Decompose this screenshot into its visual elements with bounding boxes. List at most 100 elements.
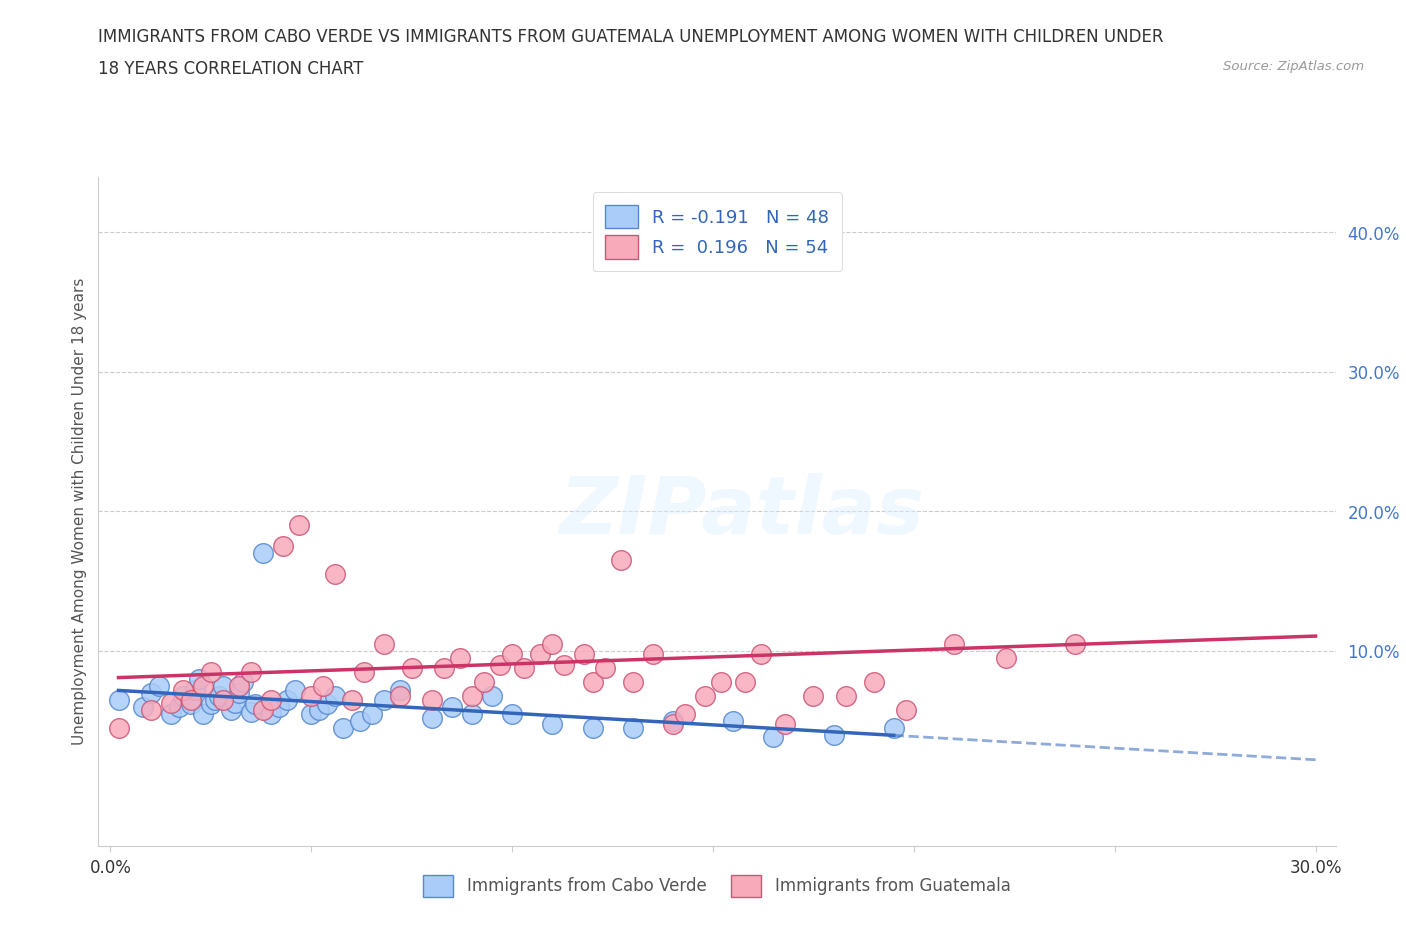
Point [107, 720, 129, 735]
Point [243, 697, 266, 711]
Point [541, 637, 564, 652]
Point [433, 660, 456, 675]
Point [139, 685, 162, 700]
Point [240, 665, 263, 680]
Point [219, 702, 242, 717]
Point [862, 674, 884, 689]
Point [172, 683, 194, 698]
Point [662, 716, 685, 731]
Point [191, 707, 214, 722]
Point [803, 688, 825, 703]
Point [212, 679, 235, 694]
Point [461, 707, 484, 722]
Point [401, 660, 423, 675]
Point [710, 674, 733, 689]
Point [581, 674, 603, 689]
Point [187, 671, 209, 686]
Point [172, 688, 194, 703]
Point [228, 685, 250, 700]
Legend: Immigrants from Cabo Verde, Immigrants from Guatemala: Immigrants from Cabo Verde, Immigrants f… [415, 867, 1019, 905]
Point [721, 713, 744, 728]
Point [252, 702, 274, 717]
Point [299, 688, 322, 703]
Point [349, 713, 371, 728]
Point [325, 567, 347, 582]
Point [107, 692, 129, 708]
Point [489, 658, 512, 672]
Point [148, 679, 170, 694]
Text: 18 YEARS CORRELATION CHART: 18 YEARS CORRELATION CHART [98, 60, 364, 78]
Point [191, 679, 214, 694]
Point [312, 679, 335, 694]
Point [167, 699, 190, 714]
Point [883, 720, 905, 735]
Point [501, 646, 523, 661]
Point [260, 707, 283, 722]
Point [734, 674, 756, 689]
Point [325, 688, 347, 703]
Point [184, 683, 207, 698]
Point [762, 730, 785, 745]
Point [224, 696, 246, 711]
Point [276, 692, 298, 708]
Point [208, 688, 231, 703]
Point [232, 674, 254, 689]
Point [284, 683, 307, 698]
Point [340, 692, 363, 708]
Point [529, 646, 551, 661]
Point [693, 688, 716, 703]
Point [288, 518, 311, 533]
Point [574, 646, 596, 661]
Point [388, 683, 411, 698]
Point [481, 688, 503, 703]
Point [943, 637, 966, 652]
Point [212, 692, 235, 708]
Point [299, 707, 322, 722]
Point [200, 665, 222, 680]
Point [621, 674, 644, 689]
Point [553, 658, 575, 672]
Point [420, 692, 443, 708]
Point [662, 713, 685, 728]
Point [641, 646, 664, 661]
Point [308, 702, 330, 717]
Point [159, 696, 181, 711]
Point [501, 707, 523, 722]
Point [440, 699, 463, 714]
Text: IMMIGRANTS FROM CABO VERDE VS IMMIGRANTS FROM GUATEMALA UNEMPLOYMENT AMONG WOMEN: IMMIGRANTS FROM CABO VERDE VS IMMIGRANTS… [98, 28, 1164, 46]
Point [240, 705, 263, 720]
Point [621, 720, 644, 735]
Text: Source: ZipAtlas.com: Source: ZipAtlas.com [1223, 60, 1364, 73]
Point [1063, 637, 1085, 652]
Point [461, 688, 484, 703]
Point [581, 720, 603, 735]
Point [775, 716, 797, 731]
Point [449, 651, 471, 666]
Point [353, 665, 375, 680]
Point [260, 692, 283, 708]
Point [388, 688, 411, 703]
Text: ZIPatlas: ZIPatlas [560, 472, 924, 551]
Point [894, 702, 917, 717]
Point [373, 692, 395, 708]
Point [721, 239, 744, 254]
Point [269, 699, 291, 714]
Point [609, 552, 631, 567]
Point [373, 637, 395, 652]
Point [995, 651, 1018, 666]
Point [593, 660, 616, 675]
Point [180, 692, 202, 708]
Point [420, 711, 443, 725]
Point [749, 646, 772, 661]
Point [513, 660, 536, 675]
Point [332, 720, 354, 735]
Point [316, 697, 339, 711]
Point [360, 707, 382, 722]
Point [180, 697, 202, 711]
Point [131, 699, 153, 714]
Point [541, 716, 564, 731]
Point [139, 702, 162, 717]
Y-axis label: Unemployment Among Women with Children Under 18 years: Unemployment Among Women with Children U… [72, 278, 87, 745]
Point [823, 727, 845, 742]
Point [472, 674, 495, 689]
